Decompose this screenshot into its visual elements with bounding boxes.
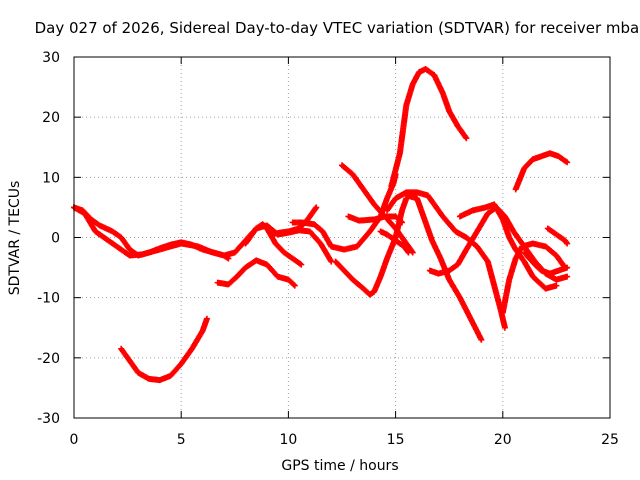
data-point bbox=[463, 135, 470, 142]
data-point bbox=[313, 204, 320, 211]
series-arc-t bbox=[544, 225, 571, 247]
series-arc-i bbox=[345, 213, 406, 226]
y-tick-label: 10 bbox=[42, 170, 60, 186]
grid-lines bbox=[74, 57, 610, 418]
data-point bbox=[203, 315, 210, 322]
x-tick-label: 25 bbox=[601, 432, 619, 448]
x-tick-label: 15 bbox=[387, 432, 405, 448]
tick-labels: 0 5 10 15 20 25 -30 -20 -10 0 10 20 30 bbox=[37, 50, 619, 448]
x-tick-label: 0 bbox=[70, 432, 79, 448]
y-tick-label: 0 bbox=[51, 231, 60, 247]
y-tick-label: -10 bbox=[37, 291, 60, 307]
data-point bbox=[501, 324, 508, 331]
series-arc-k bbox=[377, 228, 412, 256]
data-point bbox=[564, 159, 571, 166]
series-arc-c bbox=[118, 315, 210, 384]
data-point bbox=[291, 282, 298, 289]
x-tick-label: 20 bbox=[494, 432, 512, 448]
y-axis-label: SDTVAR / TECUs bbox=[7, 181, 23, 296]
axes bbox=[73, 56, 611, 419]
x-axis-label: GPS time / hours bbox=[281, 458, 398, 474]
y-tick-label: -20 bbox=[37, 351, 60, 367]
series-arc-p bbox=[456, 201, 560, 292]
data-point bbox=[553, 282, 560, 289]
y-tick-label: 20 bbox=[42, 110, 60, 126]
data-markers bbox=[71, 66, 571, 384]
data-point bbox=[298, 261, 305, 268]
chart-title: Day 027 of 2026, Sidereal Day-to-day VTE… bbox=[35, 19, 640, 37]
data-point bbox=[564, 240, 571, 247]
y-tick-label: 30 bbox=[42, 50, 60, 66]
series-arc-d bbox=[214, 257, 298, 289]
x-tick-label: 10 bbox=[279, 432, 297, 448]
series-arc-l bbox=[388, 66, 470, 190]
data-point bbox=[564, 273, 571, 280]
data-point bbox=[290, 281, 297, 288]
series-arc-j bbox=[332, 195, 410, 298]
data-point bbox=[564, 264, 571, 271]
series-arc-b bbox=[71, 204, 305, 268]
data-point bbox=[405, 249, 412, 256]
series-arc-r bbox=[512, 150, 571, 193]
series-arc-s bbox=[521, 249, 571, 277]
series-arc-m bbox=[384, 189, 508, 331]
data-point bbox=[478, 336, 485, 343]
y-tick-label: -30 bbox=[37, 411, 60, 427]
x-tick-label: 5 bbox=[177, 432, 186, 448]
